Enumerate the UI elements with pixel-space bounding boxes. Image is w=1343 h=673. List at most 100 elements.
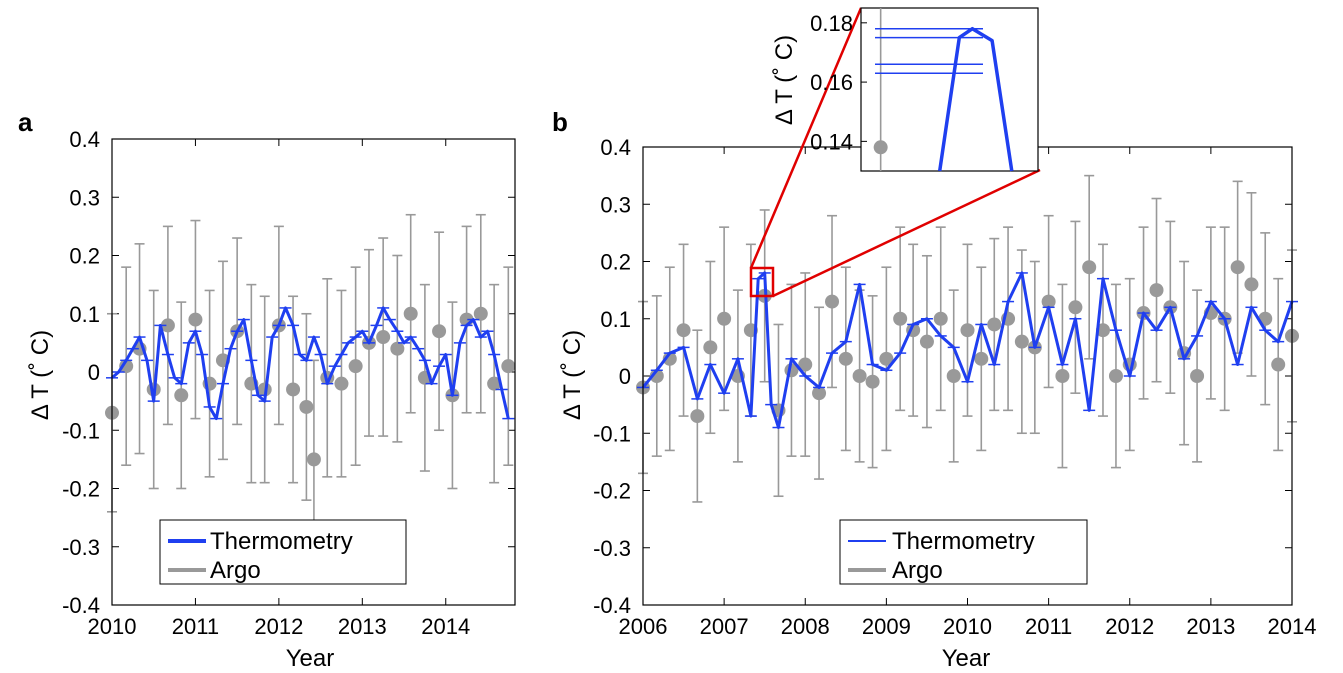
inset-argo-point (873, 140, 888, 155)
zoom-connector-right (772, 168, 1041, 298)
panel-b-argo-point (1041, 294, 1056, 309)
panel-b-argo-point (919, 334, 934, 349)
panel-a-xtick-label: 2013 (338, 614, 387, 639)
panel-b-legend-box (839, 519, 1088, 585)
panel-a-ytick-label: 0.1 (69, 302, 100, 327)
zoom-connector-left (749, 7, 863, 269)
panel-b-argo-point (1149, 283, 1164, 298)
panel-a-argo-point (487, 376, 502, 391)
panel-b-argo-point (1082, 260, 1097, 275)
panel-a-argo-point (501, 359, 516, 374)
panel-a-thermometry-line (111, 306, 510, 421)
panel-b-label: b (552, 107, 568, 137)
panel-b-ytick-label: -0.2 (593, 479, 631, 504)
panel-a-argo-point (403, 306, 418, 321)
panel-a-ytick-label: -0.1 (62, 418, 100, 443)
panel-b-ytick-label: 0.1 (600, 307, 631, 332)
panel-a-xtick-label: 2011 (172, 614, 219, 639)
panel-b-ticks: 2006 2007 2008 2009 2010 2011 2012 2013 2014 -0.4… (593, 135, 1316, 639)
panel-b-ytick-label: 0 (619, 364, 631, 389)
inset-ytick-label: 0.14 (810, 129, 853, 154)
panel-b-xtick-label: 2011 (1025, 614, 1072, 639)
panel-a-xtick-label: 2012 (254, 614, 303, 639)
panel-a-argo-point (299, 399, 314, 414)
panel-b-ytick-label: -0.1 (593, 421, 631, 446)
panel-b-argo-point (717, 311, 732, 326)
panel-a-ytick-label: -0.4 (62, 593, 100, 618)
panel-b-xtick-label: 2010 (943, 614, 992, 639)
panel-b-xtick-label: 2014 (1268, 614, 1317, 639)
panel-b-argo-point (960, 323, 975, 338)
panel-b-xtick-label: 2013 (1186, 614, 1235, 639)
panel-a-argo-point (306, 452, 321, 467)
panel-b-argo-point (1055, 369, 1070, 383)
panel-a-legend-thermometry-label: Thermometry (210, 528, 353, 555)
panel-a-argo-point (119, 359, 134, 374)
panel-b-ylabel: Δ T (˚ C) (559, 330, 586, 420)
panel-b-argo-point (974, 351, 989, 366)
panel-a-xtick-label: 2010 (88, 614, 137, 639)
panel-a-ticks: 2010 2011 2012 2013 2014 -0.4 -0.3 -0.2 -0.1 0 0.1… (62, 127, 515, 639)
panel-b-legend-argo-label: Argo (892, 557, 943, 584)
inset-ticks: 0.14 0.16 0.18 (810, 11, 867, 154)
panel-a-ytick-label: 0.4 (69, 127, 100, 152)
panel-a: a Year Δ T (˚ C) 2010 2011 2012 2013 2014 -0.… (18, 107, 516, 672)
panel-a-ytick-label: 0.3 (69, 185, 100, 210)
panel-b-argo-point (879, 351, 894, 366)
panel-a-argo-point (432, 324, 447, 339)
panel-b-argo-point (838, 351, 853, 366)
panel-b-xtick-label: 2012 (1105, 614, 1154, 639)
panel-b-argo-point (798, 357, 813, 372)
panel-b-xtick-label: 2007 (700, 614, 749, 639)
panel-b-argo-point (1014, 334, 1029, 349)
panel-b-argo-point (1244, 277, 1259, 292)
inset-thermometry-line (937, 26, 1014, 172)
panel-b-ytick-label: 0.4 (600, 135, 631, 160)
panel-a-xlabel: Year (286, 645, 335, 672)
panel-b-argo-point (676, 323, 691, 338)
inset-ylabel: Δ T (˚ C) (771, 35, 798, 125)
panel-a-legend: Thermometry Argo (159, 519, 407, 585)
panel-a-ytick-label: -0.2 (62, 477, 100, 502)
panel-b-argo-point (1230, 260, 1245, 275)
inset-ytick-label: 0.16 (810, 70, 853, 95)
panel-a-argo-point (188, 312, 203, 327)
panel-b-ytick-label: -0.3 (593, 536, 631, 561)
panel-a-thermometry-series (106, 306, 515, 421)
panel-b-ytick-label: -0.4 (593, 593, 631, 618)
panel-a-xtick-label: 2014 (421, 614, 470, 639)
panel-b-argo-point (1108, 369, 1123, 383)
panel-a-label: a (18, 107, 33, 137)
panel-a-legend-argo-label: Argo (210, 557, 261, 584)
panel-b: b Year Δ T (˚ C) 2006 2007 2008 2009 2010 201… (552, 7, 1316, 672)
panel-a-argo-point (174, 388, 189, 403)
inset-ytick-label: 0.18 (810, 11, 853, 36)
panel-b-legend-thermometry-label: Thermometry (892, 528, 1035, 555)
panel-b-argo-point (1095, 323, 1110, 338)
inset-marks (873, 8, 1014, 172)
panel-a-argo-point (473, 306, 488, 321)
panel-b-argo-point (1271, 357, 1286, 372)
panel-b-argo-point (812, 386, 827, 401)
panel-b-ytick-label: 0.2 (600, 250, 631, 275)
panel-b-xlabel: Year (942, 645, 991, 672)
panel-a-argo-point (390, 341, 405, 356)
panel-a-argo-point (286, 382, 301, 397)
panel-b-xtick-label: 2006 (619, 614, 668, 639)
panel-b-xtick-label: 2008 (781, 614, 830, 639)
panel-b-argo-point (690, 409, 705, 424)
panel-a-axes-frame (111, 138, 516, 606)
panel-b-argo-point (825, 294, 840, 309)
panel-b-argo-point (1190, 369, 1205, 383)
panel-b-legend: Thermometry Argo (839, 519, 1088, 585)
inset: Δ T (˚ C) 0.14 0.16 0.18 (771, 7, 1039, 172)
zoom-highlight-box (749, 266, 775, 298)
panel-b-ytick-label: 0.3 (600, 192, 631, 217)
panel-a-legend-box (159, 519, 407, 585)
panel-b-argo-point (865, 374, 880, 389)
panel-a-argo-point (160, 318, 175, 333)
panel-b-argo-point (703, 340, 718, 355)
panel-a-ytick-label: 0.2 (69, 244, 100, 269)
panel-a-argo-point (348, 359, 363, 374)
